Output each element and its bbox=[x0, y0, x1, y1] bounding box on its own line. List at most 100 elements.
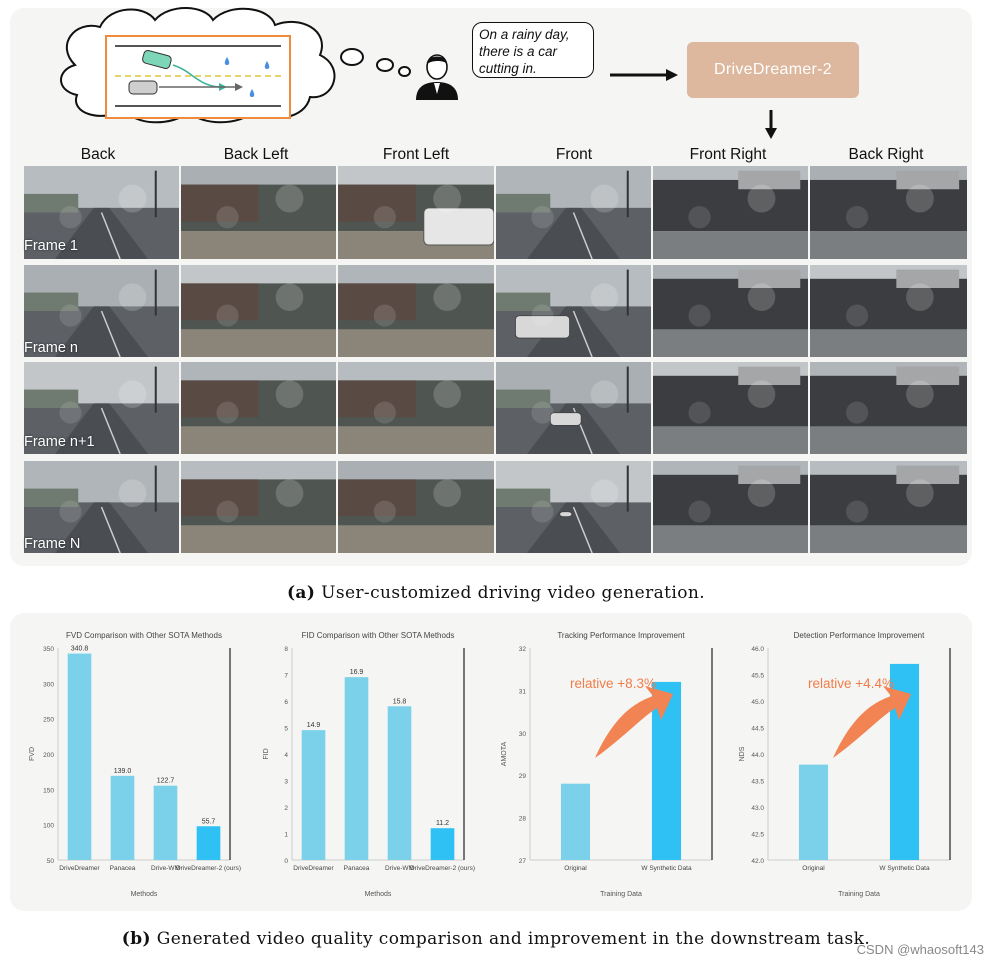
x-axis-label: Methods bbox=[131, 891, 158, 898]
video-frame-thumbnail bbox=[653, 265, 808, 357]
chart-title: FID Comparison with Other SOTA Methods bbox=[302, 631, 455, 640]
y-tick-label: 29 bbox=[519, 773, 527, 780]
x-tick-label: Original bbox=[564, 865, 587, 872]
chart-fid: FID Comparison with Other SOTA Methods 8 7… bbox=[263, 631, 475, 898]
y-tick-label: 45.0 bbox=[751, 699, 764, 706]
y-tick-label: 150 bbox=[43, 787, 54, 794]
prompt-line: On a rainy day, bbox=[479, 27, 570, 42]
chart-bar bbox=[798, 764, 829, 860]
growth-arrow-icon bbox=[595, 686, 673, 758]
growth-arrow-icon bbox=[833, 686, 911, 758]
x-tick-label: Original bbox=[802, 865, 825, 872]
caption-a-text: User-customized driving video generation… bbox=[321, 583, 706, 603]
video-frame-thumbnail bbox=[338, 362, 494, 454]
y-tick-label: 2 bbox=[284, 805, 288, 812]
y-tick-label: 27 bbox=[519, 858, 527, 865]
y-tick-label: 30 bbox=[519, 731, 527, 738]
chart-bar bbox=[430, 828, 455, 860]
video-frame-thumbnail bbox=[24, 461, 179, 553]
y-tick-label: 44.0 bbox=[751, 752, 764, 759]
y-tick-label: 45.5 bbox=[751, 673, 764, 680]
improvement-annotation: relative +4.4% bbox=[808, 676, 894, 691]
y-tick-label: 46.0 bbox=[751, 646, 764, 653]
bar-value-label: 122.7 bbox=[157, 778, 175, 785]
user-prompt-bubble: On a rainy day, there is a car cutting i… bbox=[472, 22, 594, 78]
x-tick-label: DriveDreamer bbox=[59, 865, 100, 872]
x-axis-label: Training Data bbox=[600, 891, 642, 898]
thought-bubble-dot bbox=[398, 66, 411, 77]
y-tick-label: 100 bbox=[43, 823, 54, 830]
video-frame-thumbnail bbox=[181, 362, 336, 454]
video-frame-thumbnail bbox=[653, 166, 808, 259]
thought-bubble-dot bbox=[376, 58, 394, 72]
video-frame-thumbnail bbox=[181, 461, 336, 553]
y-tick-label: 43.0 bbox=[751, 805, 764, 812]
model-box: DriveDreamer-2 bbox=[687, 42, 859, 98]
bar-value-label: 11.2 bbox=[436, 820, 449, 827]
y-tick-label: 32 bbox=[519, 646, 527, 653]
video-frame-thumbnail bbox=[496, 461, 651, 553]
bar-value-label: 55.7 bbox=[202, 818, 216, 825]
caption-b: (b) Generated video quality comparison a… bbox=[0, 929, 992, 949]
video-frame-thumbnail bbox=[181, 265, 336, 357]
view-label-front: Front bbox=[555, 146, 593, 163]
y-tick-label: 250 bbox=[43, 717, 54, 724]
view-label-back-right: Back Right bbox=[848, 146, 924, 163]
caption-b-text: Generated video quality comparison and i… bbox=[156, 929, 871, 949]
y-tick-label: 43.5 bbox=[751, 779, 764, 786]
chart-bar bbox=[153, 785, 178, 860]
y-tick-label: 3 bbox=[284, 779, 288, 786]
view-label-back-left: Back Left bbox=[223, 146, 289, 163]
frame-label: Frame n bbox=[24, 340, 78, 356]
video-frame-thumbnail bbox=[24, 166, 179, 259]
x-tick-label: Drive-WM bbox=[151, 865, 180, 872]
y-tick-label: 300 bbox=[43, 681, 54, 688]
x-tick-label: Drive-WM bbox=[385, 865, 414, 872]
y-tick-label: 6 bbox=[284, 699, 288, 706]
video-frame-thumbnail bbox=[653, 461, 808, 553]
chart-bar bbox=[387, 706, 412, 860]
chart-title: FVD Comparison with Other SOTA Methods bbox=[66, 631, 222, 640]
x-tick-label: DriveDreamer-2 (ours) bbox=[176, 865, 241, 872]
y-tick-label: 200 bbox=[43, 752, 54, 759]
caption-a: (a) User-customized driving video genera… bbox=[0, 583, 992, 603]
video-frame-thumbnail bbox=[24, 362, 179, 454]
x-tick-label: DriveDreamer bbox=[293, 865, 334, 872]
y-tick-label: 350 bbox=[43, 646, 54, 653]
chart-detection: Detection Performance Improvement 46.0 45.… bbox=[739, 631, 951, 898]
chart-title: Detection Performance Improvement bbox=[794, 631, 926, 640]
view-label-front-left: Front Left bbox=[382, 146, 450, 163]
frame-label: Frame N bbox=[24, 536, 81, 552]
caption-a-label: (a) bbox=[286, 583, 316, 603]
y-axis-label: AMOTA bbox=[501, 741, 508, 766]
y-tick-label: 31 bbox=[519, 688, 527, 695]
y-axis-label: FVD bbox=[29, 747, 36, 761]
video-frame-thumbnail bbox=[810, 166, 967, 259]
y-tick-label: 50 bbox=[47, 858, 55, 865]
video-frame-thumbnail bbox=[653, 362, 808, 454]
chart-bar bbox=[651, 681, 682, 860]
frame-label: Frame 1 bbox=[24, 238, 78, 254]
figure-panel-b bbox=[10, 613, 972, 911]
x-tick-label: W Synthetic Data bbox=[641, 865, 692, 872]
x-tick-label: W Synthetic Data bbox=[879, 865, 930, 872]
watermark: CSDN @whaosoft143 bbox=[856, 942, 984, 957]
y-tick-label: 42.0 bbox=[751, 858, 764, 865]
y-tick-label: 1 bbox=[284, 832, 288, 839]
video-frame-thumbnail bbox=[24, 265, 179, 357]
y-tick-label: 4 bbox=[284, 752, 288, 759]
video-frame-thumbnail bbox=[181, 166, 336, 259]
y-axis-label: FID bbox=[263, 748, 270, 759]
video-frame-thumbnail bbox=[810, 461, 967, 553]
arrow-right-icon bbox=[610, 69, 678, 81]
video-frame-thumbnail bbox=[810, 265, 967, 357]
video-frame-thumbnail bbox=[338, 265, 494, 357]
x-tick-label: Panacea bbox=[110, 865, 136, 872]
view-label-back: Back bbox=[80, 146, 116, 163]
video-frame-thumbnail bbox=[496, 166, 651, 259]
video-frame-thumbnail bbox=[338, 461, 494, 553]
y-tick-label: 5 bbox=[284, 726, 288, 733]
bar-value-label: 340.8 bbox=[71, 646, 89, 653]
bar-value-label: 15.8 bbox=[393, 698, 407, 705]
video-frame-thumbnail bbox=[810, 362, 967, 454]
